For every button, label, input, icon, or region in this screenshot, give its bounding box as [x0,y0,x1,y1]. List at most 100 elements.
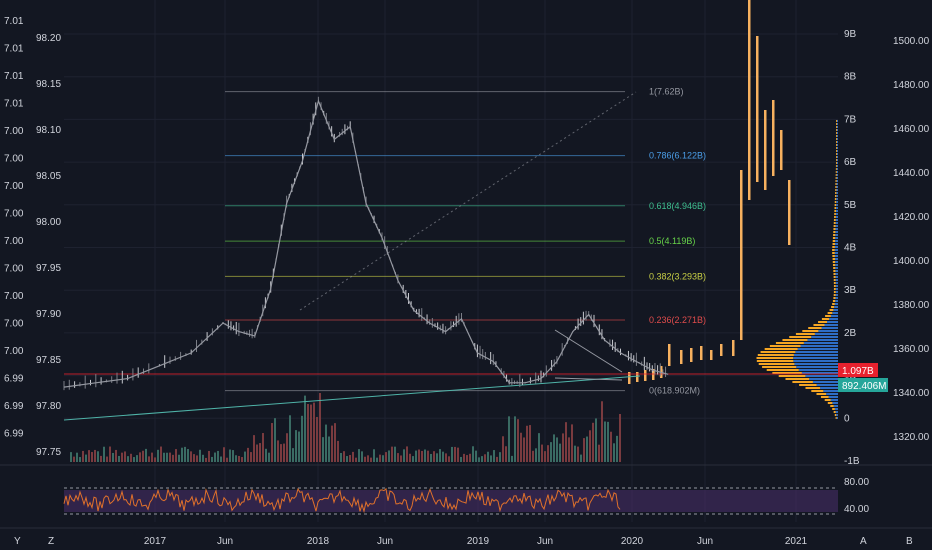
volume-profile-down [832,243,835,245]
volume-profile-up [812,381,838,383]
volume-profile-down [824,399,831,401]
volume-profile-down [808,327,822,329]
volume-bar [565,422,567,462]
volume-bar [265,448,267,462]
left-axis-outer-tick: 6.99 [4,429,24,440]
volume-bar [355,457,357,462]
volume-bar [163,452,165,462]
bottom-bar-button[interactable]: B [906,536,913,547]
volume-bar [226,457,228,462]
volume-profile-up [835,294,838,296]
volume-profile-up [836,138,838,140]
volume-bar [454,446,456,462]
volume-profile-down [836,138,837,140]
volume-profile-up [816,384,838,386]
volume-profile-down [834,207,837,209]
left-axis-outer-tick: 7.00 [4,126,24,137]
volume-bar [421,450,423,462]
volume-profile-up [835,297,838,299]
volume-profile-up [836,171,838,173]
fib-level-label: 1(7.62B) [649,87,684,97]
volume-bar [613,443,615,462]
rsi-pane [63,487,838,515]
bottom-bar-button[interactable]: Z [48,536,54,547]
projection-bar [710,350,713,360]
volume-bar [253,435,255,462]
volume-profile-down [782,339,808,341]
right-axis-price-tick: 1320.00 [893,432,930,443]
right-axis-price-tick: 1460.00 [893,124,930,135]
fib-level-label: 0.618(4.946B) [649,201,706,211]
fibonacci-levels[interactable]: 1(7.62B) 0.786(6.122B) 0.618(4.946B) 0.5(4.… [225,87,706,396]
volume-profile-up [834,255,838,257]
volume-bar [496,456,498,462]
volume-profile-up [836,129,838,131]
volume-profile-up [835,267,838,269]
volume-bar [502,436,504,462]
volume-bar [418,449,420,462]
volume-bar [100,455,102,462]
trendlines[interactable] [63,329,838,421]
volume-profile-up [836,168,838,170]
volume-profile-down [836,162,837,164]
volume-bar [154,457,156,462]
volume-profile-up [796,366,838,368]
volume-bar [151,452,153,462]
volume-profile-down [836,126,837,128]
volume-profile-up [834,246,838,248]
volume-profile-down [760,351,796,353]
volume-bar [94,449,96,462]
volume-profile-up [836,177,838,179]
time-axis-label: Jun [697,536,713,547]
volume-profile-up [793,360,838,362]
volume-bar [562,433,564,462]
volume-badge-text: 892.406M [842,381,886,392]
bottom-bar-button[interactable]: Y [14,536,21,547]
volume-bar [541,444,543,462]
volume-profile-up [803,342,838,344]
projection-bar [680,350,683,364]
support-trendline [63,375,641,421]
volume-bar [442,451,444,462]
right-axis-price-tick: 1420.00 [893,212,930,223]
left-axis-inner-tick: 98.15 [36,79,61,90]
volume-profile-up [836,195,838,197]
volume-profile-up [832,402,838,404]
left-axis-outer-tick: 7.00 [4,209,24,220]
volume-profile-down [835,417,837,419]
volume-profile-down [795,333,815,335]
volume-profile-up [795,351,838,353]
volume-bar [448,456,450,462]
volume-profile-down [775,342,804,344]
volume-profile-down [833,297,836,299]
volume-bar [412,456,414,462]
volume-profile-down [834,204,837,206]
volume-profile-up [835,291,838,293]
volume-bar [463,453,465,462]
volume-profile-up [834,303,838,305]
volume-bar [121,452,123,462]
price-series[interactable] [63,96,669,391]
volume-profile-up [814,333,838,335]
volume-profile-up [835,219,838,221]
volume-bar [82,450,84,462]
volume-bar [295,430,297,462]
volume-bar [409,453,411,462]
bottom-bar-button[interactable]: A [860,536,867,547]
volume-profile-down [769,345,801,347]
volume-bar [466,455,468,462]
volume-profile-up [835,273,838,275]
volume-profile-down [835,192,837,194]
left-axis-outer-tick: 7.00 [4,236,24,247]
volume-profile-up [807,339,838,341]
volume-bar [292,448,294,462]
volume-bar [88,450,90,462]
projection-bars [628,0,791,384]
volume-bar [235,455,237,462]
right-axis-price-tick: 1360.00 [893,344,930,355]
volume-bar [589,430,591,462]
volume-profile-up [793,357,838,359]
